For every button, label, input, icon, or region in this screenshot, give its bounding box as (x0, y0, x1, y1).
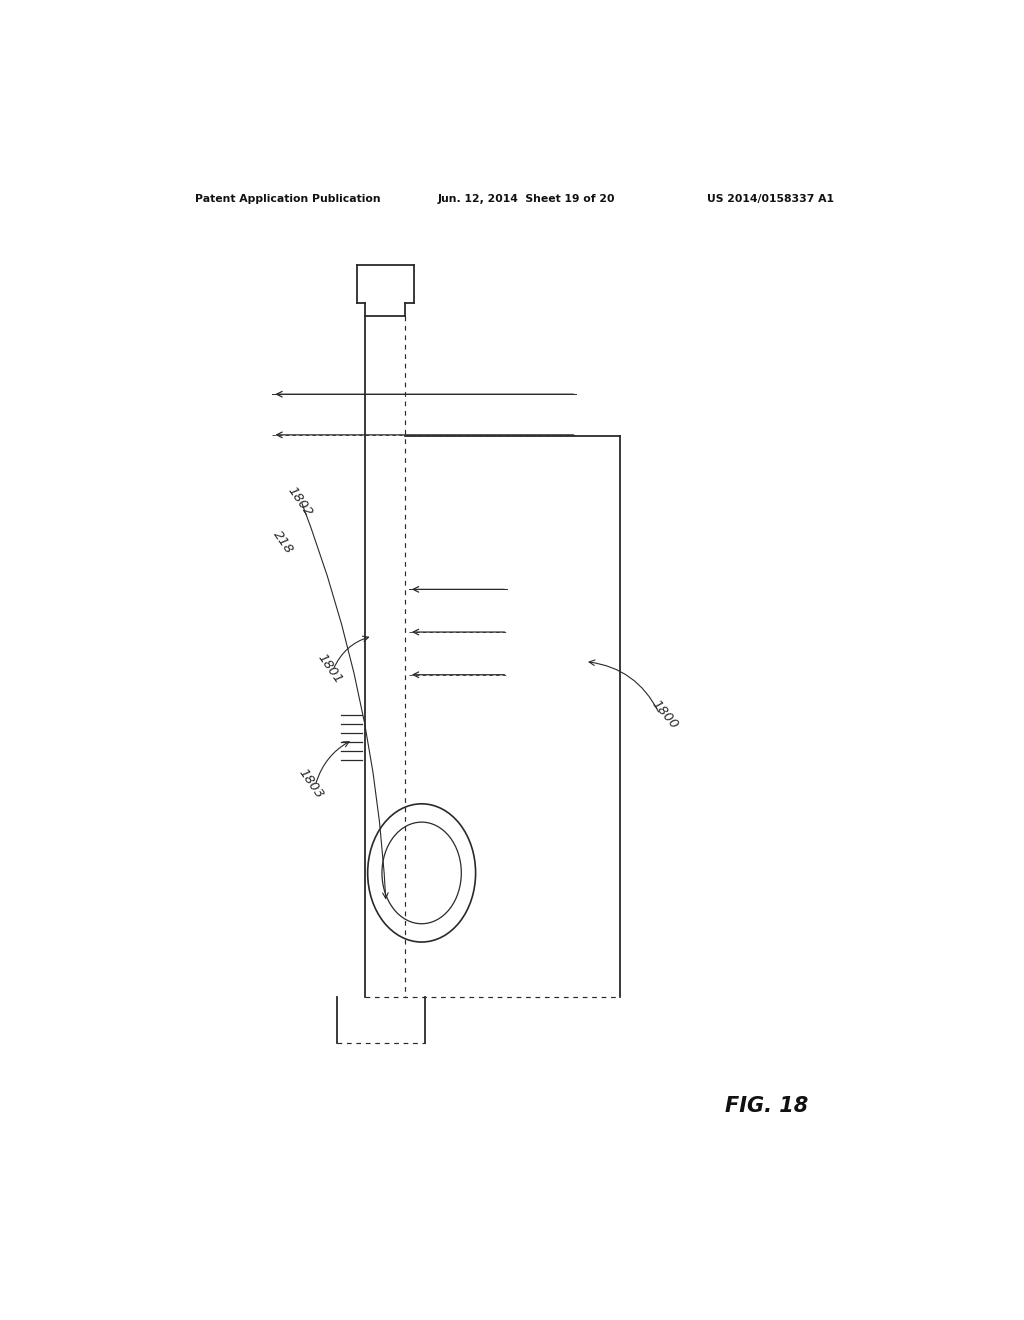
Text: 1803: 1803 (296, 766, 326, 801)
Text: Patent Application Publication: Patent Application Publication (196, 194, 381, 205)
Text: US 2014/0158337 A1: US 2014/0158337 A1 (708, 194, 835, 205)
Text: 1800: 1800 (648, 697, 680, 731)
Text: 218: 218 (270, 528, 296, 557)
Text: 1801: 1801 (315, 651, 345, 686)
Text: Jun. 12, 2014  Sheet 19 of 20: Jun. 12, 2014 Sheet 19 of 20 (437, 194, 615, 205)
Text: 1802: 1802 (285, 484, 315, 519)
Text: FIG. 18: FIG. 18 (725, 1096, 808, 1115)
